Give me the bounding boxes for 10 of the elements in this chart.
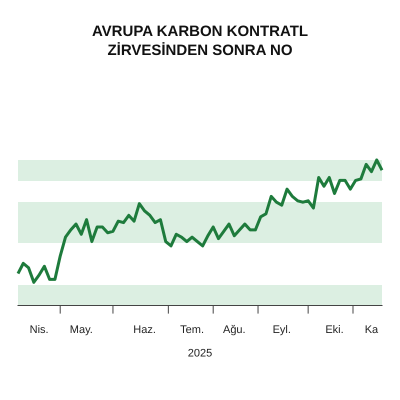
x-tick-label: May.	[70, 324, 93, 336]
x-axis-title: 2025	[188, 347, 212, 360]
chart-title: AVRUPA KARBON KONTRATL ZİRVESİNDEN SONRA NO	[90, 22, 310, 60]
x-tick-label: Eyl.	[272, 324, 291, 336]
x-tick-label: Tem.	[180, 324, 204, 336]
x-tick-label: Ağu.	[222, 324, 246, 336]
x-tick-label: Nis.	[30, 324, 49, 336]
x-tick-label: Eki.	[325, 324, 344, 336]
x-tick-label: Haz.	[133, 324, 156, 336]
x-tick-label: Ka	[364, 324, 380, 336]
